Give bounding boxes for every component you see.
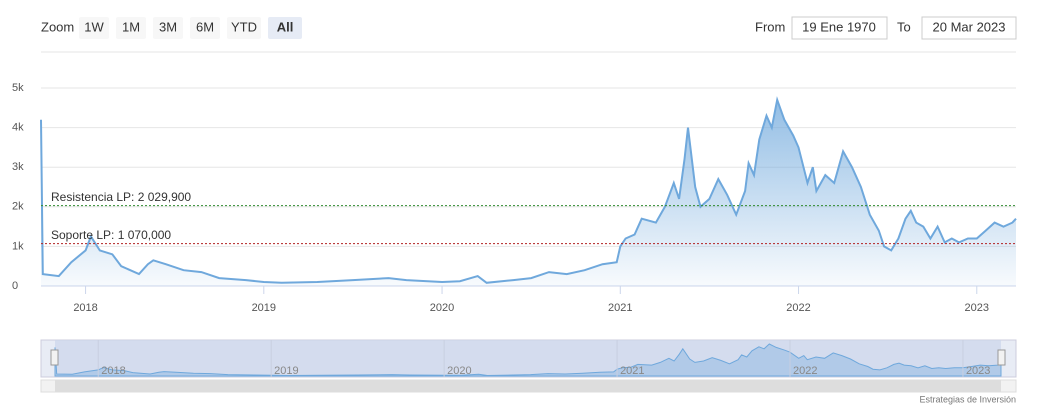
navigator-label: 2021 <box>620 365 644 377</box>
navigator-handle[interactable] <box>997 349 1006 366</box>
credits: Estrategias de Inversión <box>919 394 1016 404</box>
range-button[interactable] <box>227 17 261 39</box>
to-value[interactable]: 20 Mar 2023 <box>933 19 1006 34</box>
range-button[interactable] <box>268 17 302 39</box>
navigator-area <box>54 343 1002 377</box>
area-line <box>40 96 1017 284</box>
y-tick-label: 2k <box>12 201 24 213</box>
x-tick-label: 2019 <box>252 302 276 314</box>
range-button-label[interactable]: YTD <box>231 19 257 34</box>
y-tick-label: 3k <box>12 161 24 173</box>
range-button[interactable] <box>116 17 146 39</box>
zoom-label: Zoom <box>41 19 74 34</box>
navigator-series: 2018 2019 2020 2021 2022 2023 <box>54 340 1002 377</box>
range-button-label[interactable]: 1M <box>122 19 140 34</box>
scrollbar-thumb[interactable] <box>55 380 1001 392</box>
navigator-label: 2018 <box>101 365 125 377</box>
range-buttons: 1W 1M 3M 6M YTD All <box>79 17 302 39</box>
from-label: From <box>755 19 785 34</box>
range-button-label[interactable]: 6M <box>196 19 214 34</box>
plot-line-label: Soporte LP: 1 070,000 <box>51 228 171 242</box>
range-button-label[interactable]: 3M <box>159 19 177 34</box>
range-button[interactable] <box>153 17 183 39</box>
navigator-mask <box>55 340 1001 377</box>
x-tick-label: 2023 <box>965 302 989 314</box>
navigator-handle[interactable] <box>50 349 59 366</box>
y-tick-label: 1k <box>12 240 24 252</box>
range-button[interactable] <box>79 17 109 39</box>
from-input[interactable] <box>791 16 888 40</box>
y-tick-label: 0 <box>12 280 18 292</box>
navigator-label: 2022 <box>793 365 817 377</box>
x-tick-label: 2022 <box>786 302 810 314</box>
y-tick-label: 5k <box>12 82 24 94</box>
y-tick-label: 4k <box>12 122 24 134</box>
area-fill <box>41 99 1016 287</box>
x-tick-label: 2018 <box>73 302 97 314</box>
range-button-label[interactable]: All <box>277 19 294 34</box>
to-label: To <box>897 19 911 34</box>
navigator-label: 2019 <box>274 365 298 377</box>
from-value[interactable]: 19 Ene 1970 <box>802 19 876 34</box>
x-tick-label: 2021 <box>608 302 632 314</box>
x-tick-label: 2020 <box>430 302 454 314</box>
plot-line-label: Resistencia LP: 2 029,900 <box>51 190 191 204</box>
to-input[interactable] <box>921 16 1017 40</box>
range-button-label[interactable]: 1W <box>84 19 104 34</box>
range-button[interactable] <box>190 17 220 39</box>
navigator-label: 2023 <box>966 365 990 377</box>
navigator-label: 2020 <box>447 365 471 377</box>
plot-area: 0 1k 2k 3k 4k 5k 2018 2019 2020 2021 2022 2023 Resis… <box>12 82 1017 314</box>
